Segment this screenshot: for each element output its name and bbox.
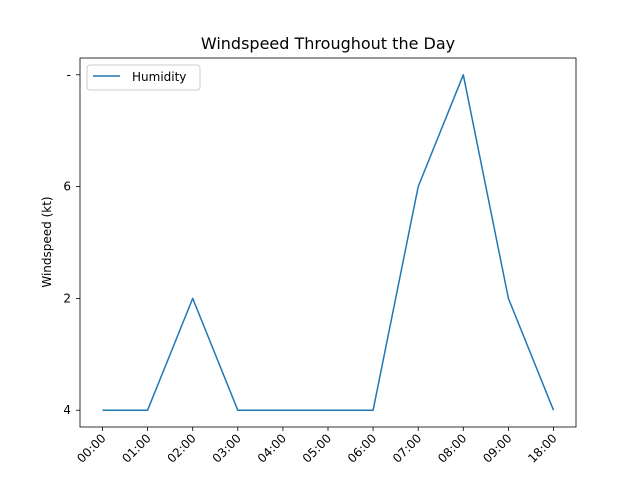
x-tick-label: 07:00 <box>390 431 424 465</box>
x-tick-label: 08:00 <box>435 431 469 465</box>
x-tick-label: 05:00 <box>300 431 334 465</box>
x-tick-label: 09:00 <box>480 431 514 465</box>
y-tick-label: 6 <box>63 180 71 194</box>
x-tick-label: 02:00 <box>164 431 198 465</box>
x-tick-label: 03:00 <box>210 431 244 465</box>
plot-area <box>80 58 576 427</box>
x-tick-label: 01:00 <box>119 431 153 465</box>
y-axis-label: Windspeed (kt) <box>40 196 54 287</box>
x-tick-label: 00:00 <box>74 431 108 465</box>
y-tick-label: 4 <box>63 403 71 417</box>
plot-frame <box>79 57 577 428</box>
legend-box <box>86 64 201 91</box>
legend-label-humidity: Humidity <box>132 70 186 84</box>
x-tick-label: 06:00 <box>345 431 379 465</box>
series-line-humidity <box>102 74 555 411</box>
y-tick-label: - <box>67 68 71 82</box>
y-axis: 4 2 6 - <box>63 68 80 417</box>
legend: Humidity <box>86 64 201 91</box>
x-axis: 00:00 01:00 02:00 03:00 04:00 05:00 06:00 07:00… <box>74 427 560 466</box>
y-tick-label: 2 <box>63 291 71 305</box>
chart-title: Windspeed Throughout the Day <box>201 34 455 53</box>
x-tick-label: 18:00 <box>525 431 559 465</box>
x-tick-label: 04:00 <box>255 431 289 465</box>
